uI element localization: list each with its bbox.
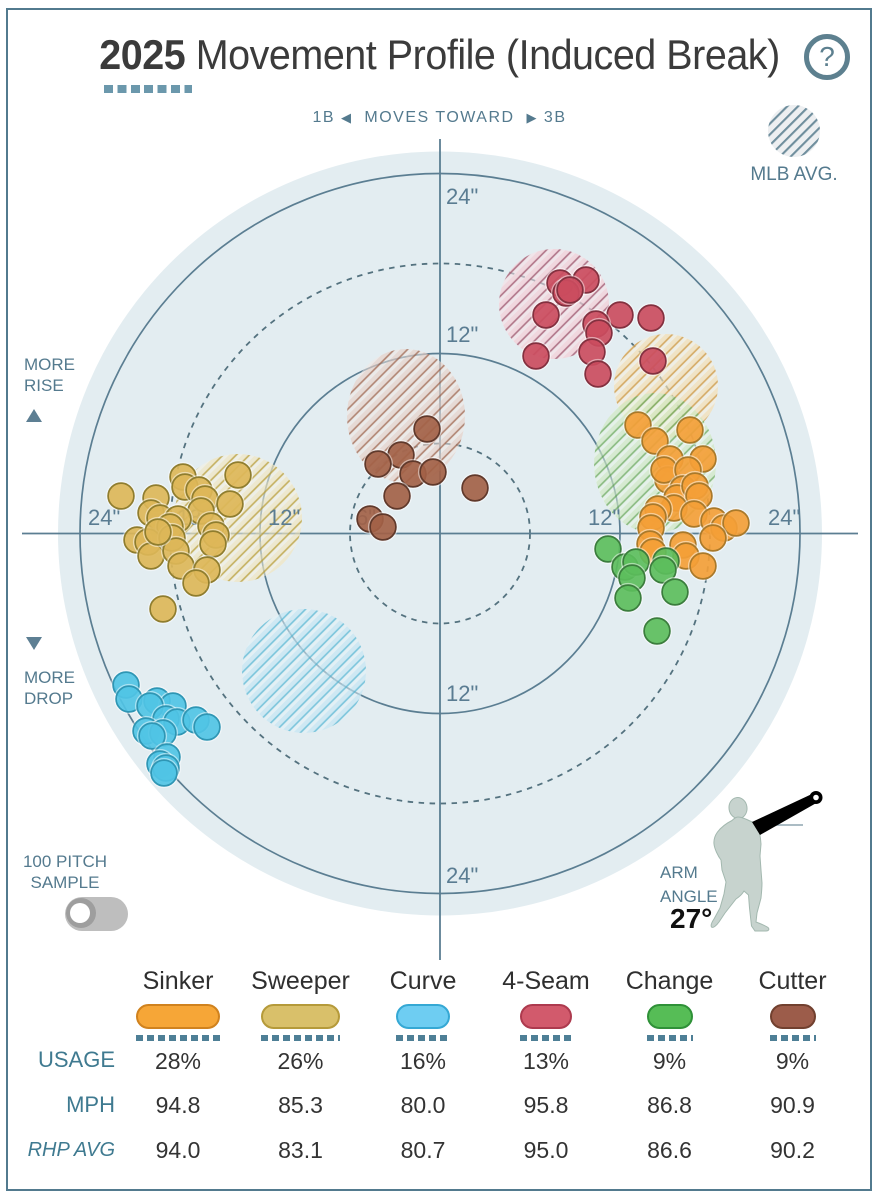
svg-text:24": 24" [446, 184, 478, 209]
svg-text:12": 12" [268, 505, 300, 530]
svg-text:12": 12" [446, 681, 478, 706]
svg-text:12": 12" [446, 322, 478, 347]
svg-text:24": 24" [768, 505, 800, 530]
svg-text:24": 24" [88, 505, 120, 530]
svg-text:24": 24" [446, 863, 478, 888]
svg-text:12": 12" [588, 505, 620, 530]
